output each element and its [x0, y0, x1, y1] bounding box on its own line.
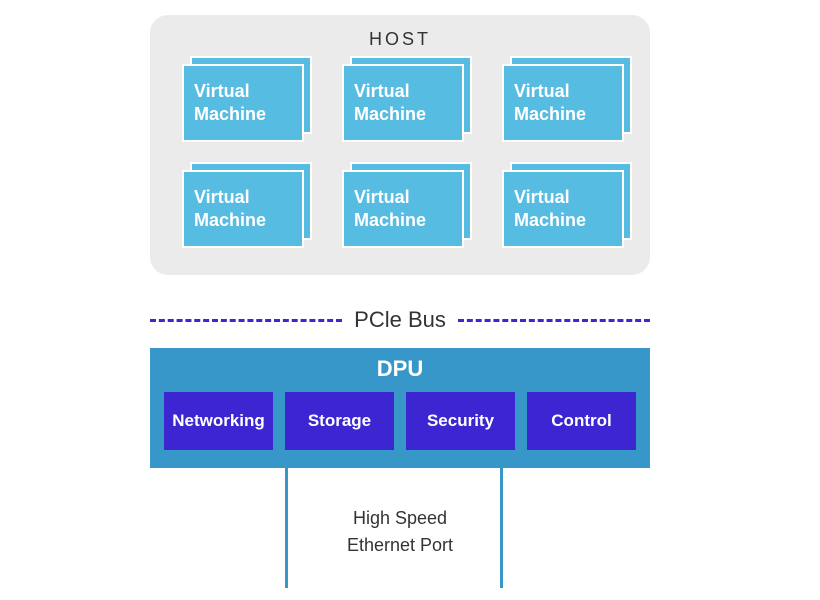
bus-dash-left	[150, 319, 342, 322]
host-title: HOST	[150, 29, 650, 50]
vm-label-line2: Machine	[514, 103, 622, 126]
ethernet-label-line2: Ethernet Port	[300, 532, 500, 559]
dpu-container: DPU Networking Storage Security Control	[150, 348, 650, 468]
dpu-block-security: Security	[406, 392, 515, 450]
dpu-block-control: Control	[527, 392, 636, 450]
vm-card-front: Virtual Machine	[502, 170, 624, 248]
vm-card-front: Virtual Machine	[182, 170, 304, 248]
ethernet-label: High Speed Ethernet Port	[300, 505, 500, 559]
vm-card: Virtual Machine	[342, 64, 472, 142]
vm-label-line2: Machine	[194, 103, 302, 126]
vm-label-line1: Virtual	[514, 186, 622, 209]
host-container: HOST Virtual Machine Virtual Machine Vir…	[150, 15, 650, 275]
dpu-title: DPU	[150, 356, 650, 382]
ethernet-line-left	[285, 468, 288, 588]
vm-label-line1: Virtual	[194, 186, 302, 209]
vm-label-line1: Virtual	[514, 80, 622, 103]
dpu-block-storage: Storage	[285, 392, 394, 450]
vm-label-line2: Machine	[514, 209, 622, 232]
ethernet-line-right	[500, 468, 503, 588]
vm-card: Virtual Machine	[182, 64, 312, 142]
vm-label-line2: Machine	[354, 209, 462, 232]
dpu-block-networking: Networking	[164, 392, 273, 450]
vm-label-line1: Virtual	[354, 80, 462, 103]
vm-card-front: Virtual Machine	[182, 64, 304, 142]
ethernet-label-line1: High Speed	[300, 505, 500, 532]
vm-card: Virtual Machine	[182, 170, 312, 248]
dpu-block-row: Networking Storage Security Control	[150, 392, 650, 450]
vm-label-line2: Machine	[194, 209, 302, 232]
vm-card: Virtual Machine	[502, 170, 632, 248]
vm-grid: Virtual Machine Virtual Machine Virtual …	[150, 64, 650, 268]
bus-label: PCle Bus	[342, 307, 458, 333]
vm-card-front: Virtual Machine	[342, 170, 464, 248]
vm-card-front: Virtual Machine	[342, 64, 464, 142]
vm-label-line1: Virtual	[194, 80, 302, 103]
vm-label-line2: Machine	[354, 103, 462, 126]
vm-card: Virtual Machine	[342, 170, 472, 248]
bus-dash-right	[458, 319, 650, 322]
pcie-bus-row: PCle Bus	[150, 305, 650, 335]
vm-card: Virtual Machine	[502, 64, 632, 142]
vm-label-line1: Virtual	[354, 186, 462, 209]
vm-card-front: Virtual Machine	[502, 64, 624, 142]
